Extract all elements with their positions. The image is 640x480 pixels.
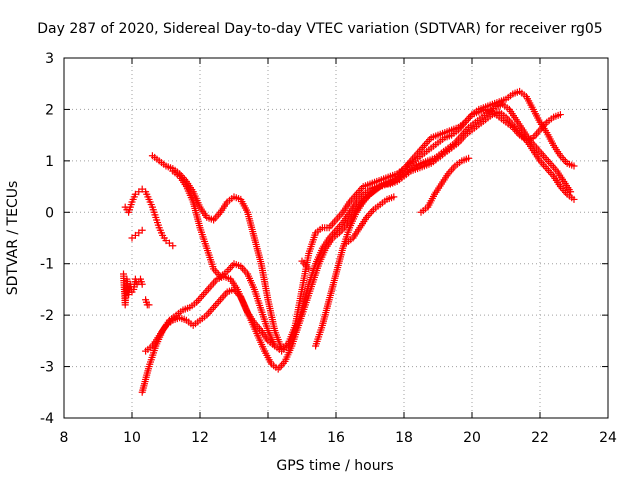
series-track-1 xyxy=(121,185,177,250)
series-track-4 xyxy=(142,296,153,309)
y-tick-label: -1 xyxy=(40,257,54,273)
series-track-12 xyxy=(417,154,473,216)
x-tick-label: 18 xyxy=(395,430,413,446)
series-track-3 xyxy=(120,270,146,309)
y-tick-label: -3 xyxy=(40,360,54,376)
x-axis-label: GPS time / hours xyxy=(276,458,393,474)
x-tick-label: 14 xyxy=(259,430,277,446)
data-point xyxy=(390,193,398,201)
y-tick-label: 3 xyxy=(45,51,54,67)
data-point xyxy=(570,162,578,170)
data-point xyxy=(305,265,313,273)
series-track-2 xyxy=(128,226,146,242)
data-marks xyxy=(120,87,578,396)
series-track-11 xyxy=(342,193,398,247)
data-point xyxy=(169,242,177,250)
data-point xyxy=(570,195,578,203)
data-point xyxy=(465,154,473,162)
series-track-6 xyxy=(169,105,564,355)
y-axis-label: SDTVAR / TECUs xyxy=(5,181,21,296)
x-tick-label: 10 xyxy=(123,430,141,446)
y-tick-label: -2 xyxy=(40,308,54,324)
data-point xyxy=(556,111,564,119)
chart-title: Day 287 of 2020, Sidereal Day-to-day VTE… xyxy=(37,21,602,37)
data-point xyxy=(138,280,146,288)
series-track-5 xyxy=(148,87,578,353)
data-point xyxy=(138,226,146,234)
y-tick-label: 0 xyxy=(45,205,54,221)
series-track-9 xyxy=(312,108,578,350)
x-tick-label: 20 xyxy=(463,430,481,446)
x-tick-label: 8 xyxy=(60,430,69,446)
series-track-10 xyxy=(298,257,313,273)
x-tick-label: 12 xyxy=(191,430,209,446)
data-point xyxy=(145,301,153,309)
data-point xyxy=(271,342,279,350)
series-track-8 xyxy=(142,285,279,355)
y-tick-label: 2 xyxy=(45,102,54,118)
plot-frame xyxy=(63,57,609,419)
y-tick-label: 1 xyxy=(45,154,54,170)
x-tick-label: 16 xyxy=(327,430,345,446)
y-tick-label: -4 xyxy=(40,411,54,427)
x-tick-label: 22 xyxy=(531,430,549,446)
x-tick-label: 24 xyxy=(599,430,617,446)
